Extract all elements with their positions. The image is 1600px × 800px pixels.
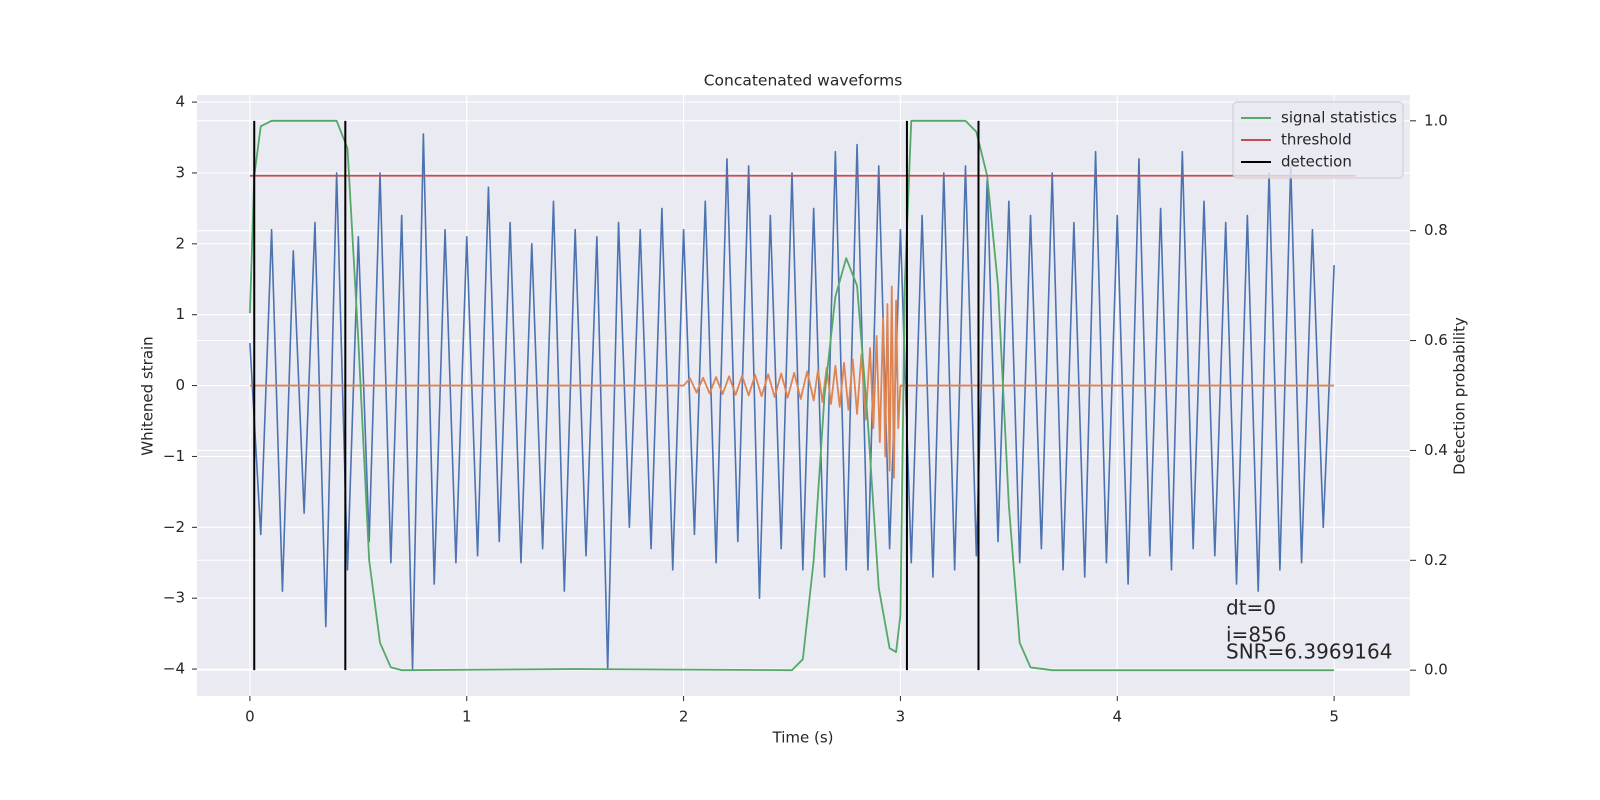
y-tick-label: 3 — [175, 163, 185, 181]
x-tick-label: 0 — [245, 708, 255, 726]
annotation: SNR=6.3969164 — [1226, 640, 1392, 664]
x-axis-label: Time (s) — [772, 729, 834, 747]
annotation: dt=0 — [1226, 596, 1276, 620]
y2-tick-label: 0.2 — [1424, 551, 1448, 569]
series-line — [249, 133, 1335, 670]
y-tick-label: −3 — [163, 589, 185, 607]
y-tick-label: 2 — [175, 234, 185, 252]
series-line — [249, 285, 1335, 479]
x-tick-label: 3 — [896, 708, 906, 726]
y-tick-label: −4 — [163, 660, 185, 678]
legend-label: threshold — [1281, 131, 1352, 149]
annotation: i=856 — [1226, 623, 1287, 647]
x-tick-label: 2 — [679, 708, 689, 726]
y-tick-label: 0 — [175, 376, 185, 394]
x-tick-label: 1 — [462, 708, 472, 726]
plot-area — [197, 95, 1410, 696]
y-tick-label: −2 — [163, 518, 185, 536]
legend-label: detection — [1281, 153, 1352, 171]
chart-title: Concatenated waveforms — [704, 72, 903, 90]
series-line — [249, 119, 1335, 672]
y-tick-label: 4 — [175, 93, 185, 111]
legend-label: signal statistics — [1281, 109, 1397, 127]
y2-tick-label: 0.6 — [1424, 331, 1448, 349]
y2-tick-label: 0.0 — [1424, 661, 1448, 679]
x-tick-label: 4 — [1112, 708, 1122, 726]
legend-box — [1232, 101, 1404, 179]
y2-tick-label: 0.8 — [1424, 221, 1448, 239]
y2-tick-label: 1.0 — [1424, 111, 1448, 129]
y-tick-label: 1 — [175, 305, 185, 323]
y-tick-label: −1 — [163, 447, 185, 465]
y-axis-label: Whitened strain — [139, 336, 157, 455]
x-tick-label: 5 — [1329, 708, 1339, 726]
y2-tick-label: 0.4 — [1424, 441, 1448, 459]
y2-axis-label: Detection probability — [1451, 317, 1469, 475]
